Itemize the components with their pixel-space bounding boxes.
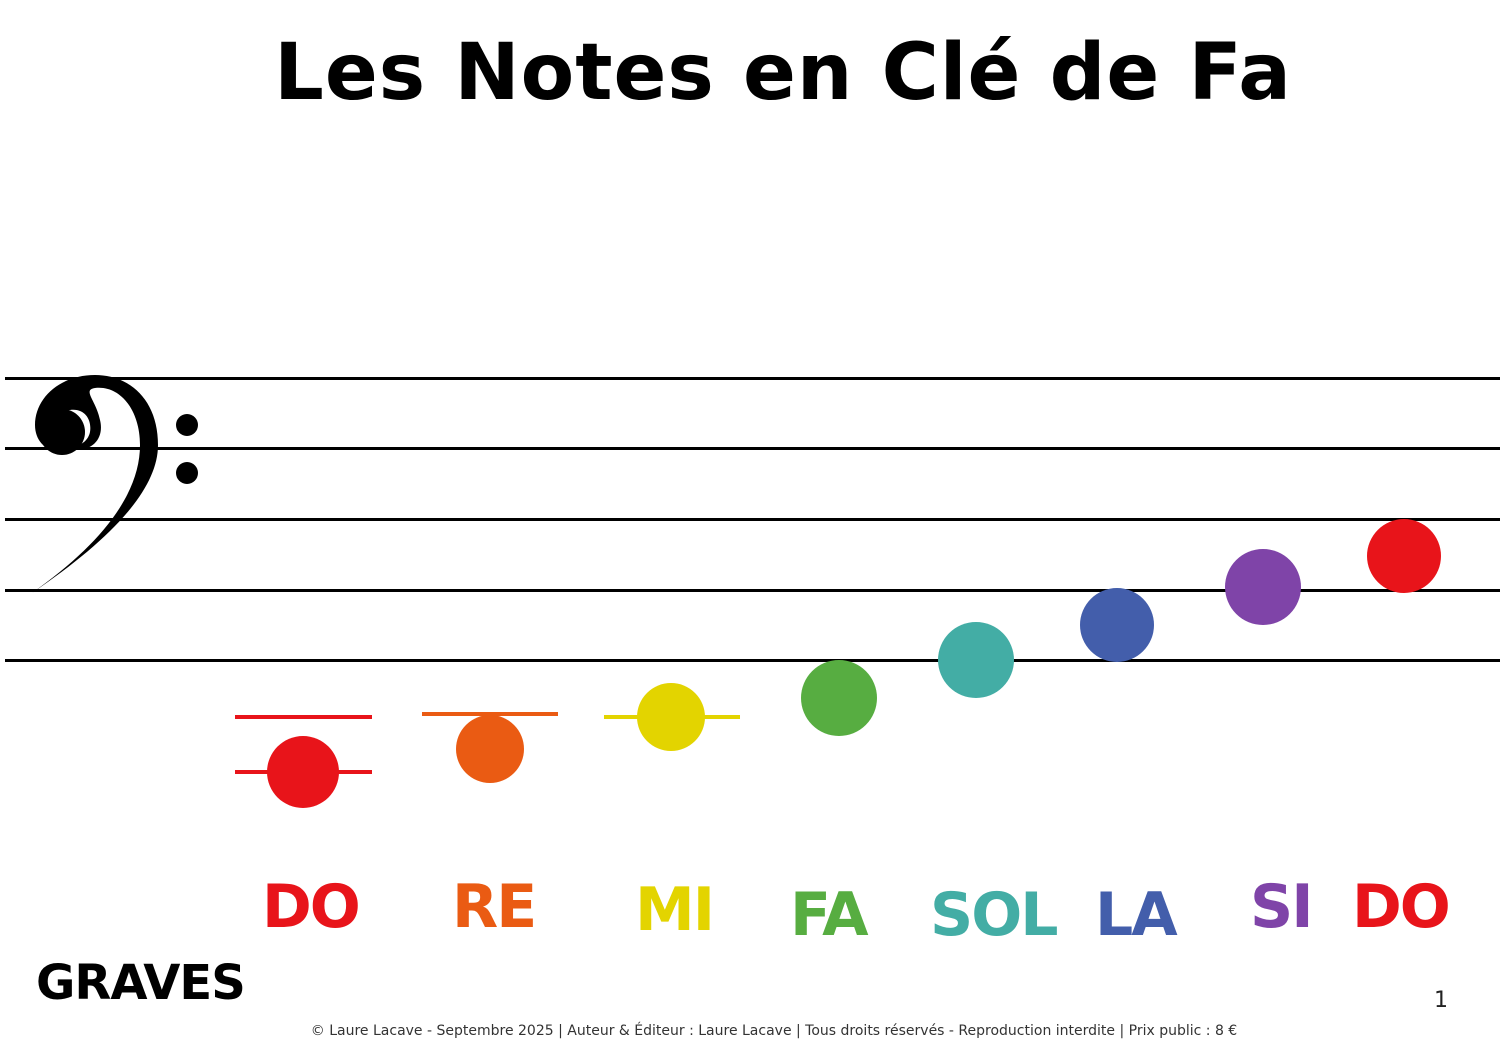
staff-line [5,589,1500,592]
note-label: SI [1250,872,1314,942]
range-label: GRAVES [36,955,246,1011]
staff-line [5,518,1500,521]
note-head [267,736,339,808]
note-label: LA [1095,880,1178,950]
note-label: MI [635,875,715,945]
note-label: SOL [930,880,1058,950]
note-label: DO [262,872,361,942]
note-head [801,660,877,736]
staff-line [5,447,1500,450]
page-number: 1 [1434,988,1448,1013]
note-head [456,715,524,783]
footer-copyright: © Laure Lacave - Septembre 2025 | Auteur… [310,1023,1238,1039]
note-label: DO [1352,872,1451,942]
note-label: FA [790,880,869,950]
note-head [1367,519,1441,593]
staff-line [5,659,1500,662]
ledger-line [235,715,372,719]
note-head [1225,549,1301,625]
note-label: RE [452,872,537,942]
page-title: Les Notes en Clé de Fa [274,28,1292,118]
ledger-line [422,712,558,716]
note-head [938,622,1014,698]
note-head [637,683,705,751]
staff-line [5,377,1500,380]
note-head [1080,588,1154,662]
bass-clef-icon [32,375,198,593]
